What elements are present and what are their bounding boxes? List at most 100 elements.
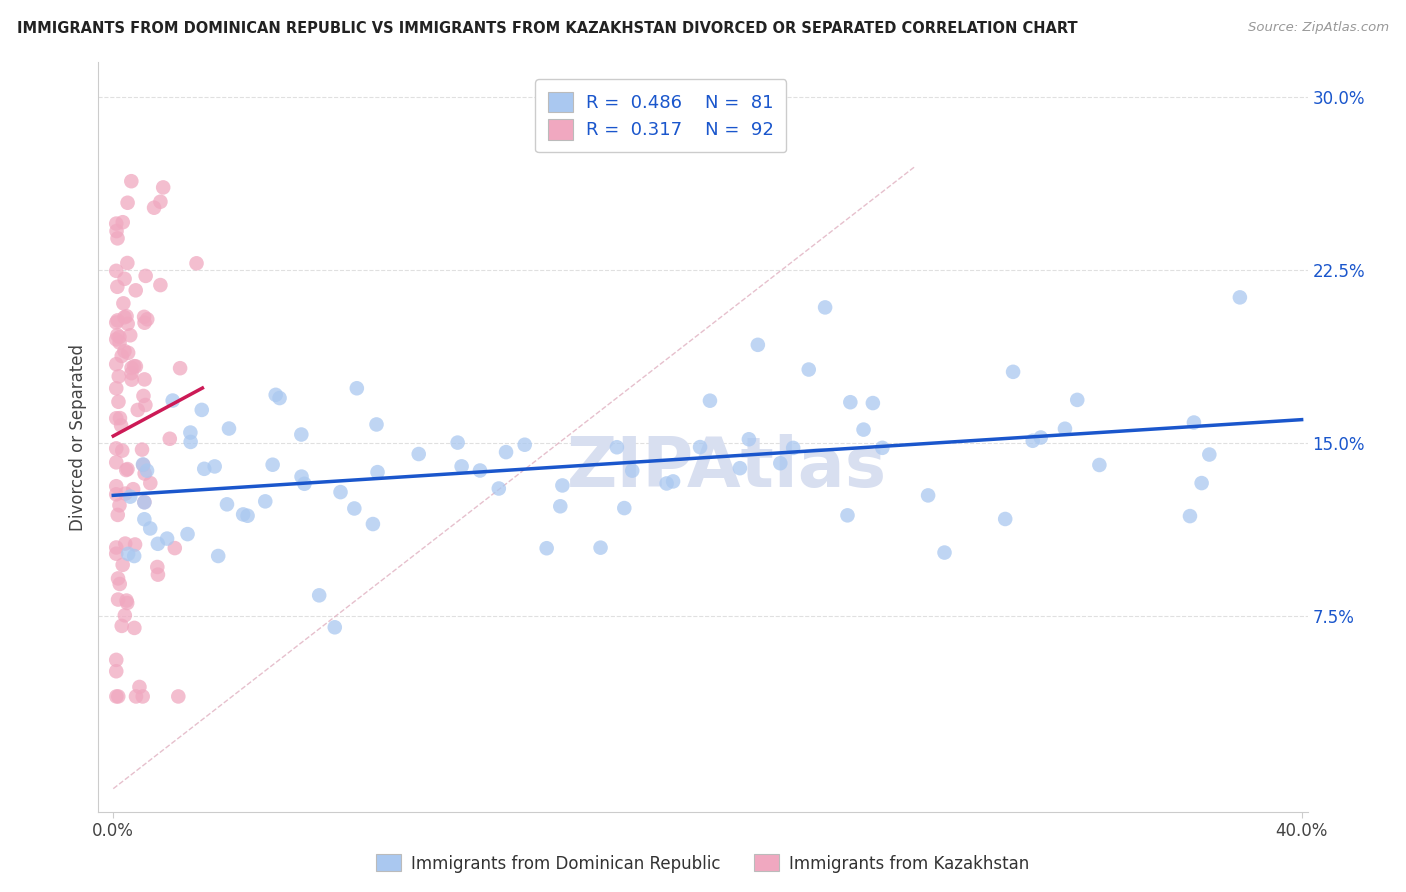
Legend: Immigrants from Dominican Republic, Immigrants from Kazakhstan: Immigrants from Dominican Republic, Immi… bbox=[370, 847, 1036, 880]
Point bbox=[167, 690, 190, 704]
Point bbox=[1066, 392, 1088, 407]
Point bbox=[108, 498, 131, 512]
Point bbox=[236, 508, 259, 523]
Point bbox=[218, 421, 240, 435]
Point bbox=[111, 619, 134, 633]
Point bbox=[134, 316, 156, 330]
Point bbox=[156, 532, 179, 546]
Point bbox=[662, 475, 685, 489]
Point bbox=[105, 479, 128, 493]
Point bbox=[115, 310, 138, 324]
Point bbox=[111, 349, 134, 363]
Point bbox=[190, 403, 212, 417]
Point bbox=[264, 388, 287, 402]
Point bbox=[551, 478, 574, 492]
Point bbox=[121, 360, 143, 375]
Point bbox=[105, 455, 128, 469]
Point bbox=[107, 313, 129, 327]
Point bbox=[176, 527, 198, 541]
Point bbox=[107, 508, 129, 522]
Y-axis label: Divorced or Separated: Divorced or Separated bbox=[69, 343, 87, 531]
Point bbox=[207, 549, 229, 563]
Point bbox=[169, 361, 191, 376]
Point bbox=[450, 459, 472, 474]
Point bbox=[107, 571, 129, 585]
Point bbox=[105, 442, 128, 456]
Point bbox=[149, 278, 172, 293]
Point bbox=[606, 440, 628, 454]
Point bbox=[120, 490, 142, 504]
Point bbox=[143, 201, 166, 215]
Point bbox=[105, 411, 128, 425]
Point bbox=[149, 194, 172, 209]
Point bbox=[1022, 434, 1045, 448]
Text: Source: ZipAtlas.com: Source: ZipAtlas.com bbox=[1249, 21, 1389, 34]
Point bbox=[589, 541, 612, 555]
Point bbox=[111, 215, 134, 229]
Point bbox=[107, 231, 129, 245]
Point bbox=[408, 447, 430, 461]
Point bbox=[105, 328, 128, 343]
Point bbox=[215, 497, 238, 511]
Point bbox=[934, 545, 956, 559]
Point bbox=[132, 458, 155, 472]
Point bbox=[121, 366, 143, 380]
Point bbox=[146, 537, 169, 551]
Point bbox=[105, 224, 128, 238]
Point bbox=[117, 346, 139, 360]
Point bbox=[621, 464, 644, 478]
Point bbox=[232, 508, 254, 522]
Point bbox=[1191, 476, 1213, 491]
Point bbox=[105, 381, 128, 395]
Point bbox=[163, 541, 186, 555]
Point bbox=[114, 486, 136, 500]
Point bbox=[329, 485, 352, 500]
Point bbox=[782, 441, 804, 455]
Point bbox=[131, 442, 153, 457]
Point bbox=[132, 458, 155, 472]
Point bbox=[107, 592, 129, 607]
Point bbox=[1229, 290, 1251, 304]
Point bbox=[110, 418, 132, 433]
Point bbox=[107, 690, 129, 704]
Point bbox=[495, 445, 517, 459]
Point bbox=[125, 690, 148, 704]
Point bbox=[254, 494, 277, 508]
Point bbox=[134, 372, 156, 386]
Point bbox=[114, 344, 136, 359]
Point bbox=[1002, 365, 1025, 379]
Point bbox=[105, 264, 128, 278]
Point bbox=[108, 335, 131, 350]
Point bbox=[797, 362, 820, 376]
Point bbox=[1053, 422, 1076, 436]
Text: IMMIGRANTS FROM DOMINICAN REPUBLIC VS IMMIGRANTS FROM KAZAKHSTAN DIVORCED OR SEP: IMMIGRANTS FROM DOMINICAN REPUBLIC VS IM… bbox=[17, 21, 1077, 36]
Point bbox=[112, 296, 135, 310]
Point bbox=[346, 381, 368, 395]
Point bbox=[105, 217, 128, 231]
Point bbox=[114, 272, 136, 286]
Point bbox=[105, 332, 128, 346]
Point bbox=[105, 690, 128, 704]
Point bbox=[131, 690, 153, 704]
Point bbox=[180, 434, 202, 449]
Point bbox=[115, 463, 138, 477]
Point bbox=[111, 443, 134, 458]
Point bbox=[128, 680, 150, 694]
Point bbox=[115, 596, 138, 610]
Point bbox=[290, 469, 312, 483]
Point bbox=[747, 338, 769, 352]
Point bbox=[204, 459, 226, 474]
Point bbox=[111, 558, 134, 572]
Point bbox=[127, 403, 149, 417]
Point bbox=[1088, 458, 1111, 472]
Point bbox=[134, 512, 156, 526]
Point bbox=[120, 328, 142, 343]
Point bbox=[105, 280, 128, 294]
Point bbox=[193, 462, 215, 476]
Point bbox=[125, 359, 148, 374]
Point bbox=[105, 357, 128, 371]
Text: ZIPAtlas: ZIPAtlas bbox=[567, 434, 887, 500]
Point bbox=[262, 458, 284, 472]
Point bbox=[108, 330, 131, 344]
Point bbox=[117, 547, 139, 561]
